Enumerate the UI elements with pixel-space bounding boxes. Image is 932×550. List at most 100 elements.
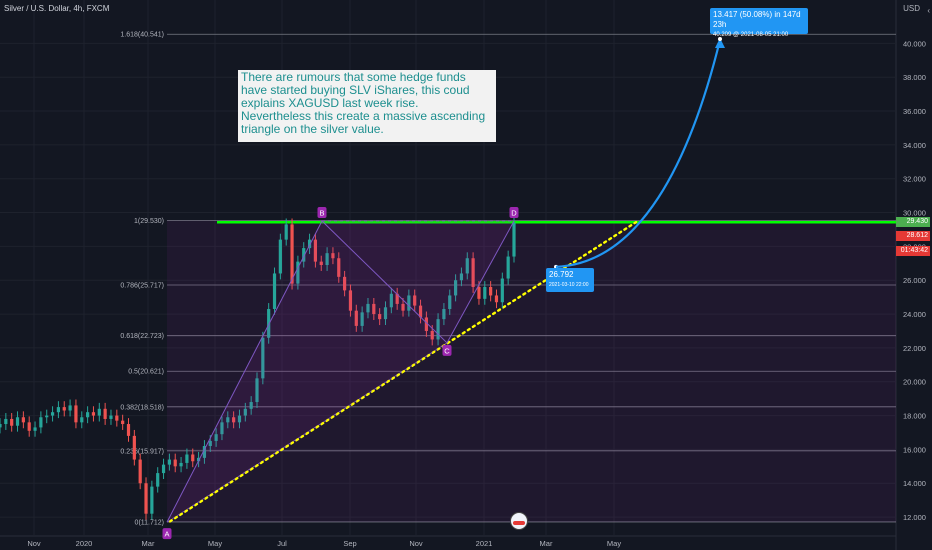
ac-dashed-line: [166, 342, 448, 523]
currency-label: USD: [903, 4, 920, 13]
fibonacci-levels: 1.618(40.541) 1(29.530) 0.786(25.717) 0.618…: [120, 32, 896, 526]
candle: [290, 218, 294, 290]
candle: [220, 416, 224, 441]
candle: [74, 399, 78, 429]
candle-body: [313, 239, 318, 262]
fib-level-label: 0(11.712): [135, 519, 164, 526]
candle: [202, 440, 207, 464]
y-tick-label: 14.000: [903, 479, 926, 488]
candle-body: [302, 248, 306, 262]
candle: [453, 274, 458, 302]
candle-body: [237, 415, 242, 423]
candle: [313, 233, 318, 268]
candle: [144, 477, 148, 520]
projection-label-line1: 13.417 (50.08%) in 147d 23h: [713, 10, 801, 29]
candle: [331, 247, 335, 265]
candle: [132, 429, 136, 466]
candle-body: [232, 417, 236, 423]
candle: [407, 289, 411, 317]
candle-body: [132, 435, 136, 460]
candle: [378, 308, 382, 326]
candle-body: [109, 415, 113, 419]
annotation-note[interactable]: There are rumours that some hedge funds …: [238, 70, 496, 142]
candle: [249, 396, 253, 415]
candle-body: [272, 273, 277, 309]
point-label-D: D: [511, 209, 517, 218]
candle-body: [337, 258, 341, 277]
candle: [465, 252, 469, 280]
candle: [278, 233, 282, 280]
candle: [389, 287, 393, 314]
candle: [267, 303, 271, 344]
y-tick-label: 32.000: [903, 175, 926, 184]
grid-lines: [0, 0, 897, 550]
candle: [459, 267, 464, 287]
candle-body: [395, 293, 399, 304]
candle-body: [56, 407, 61, 413]
axis-menu-icon[interactable]: ‹: [927, 6, 930, 15]
candle-body: [68, 405, 72, 411]
candle-body: [91, 412, 96, 416]
candle: [325, 247, 329, 271]
candle-body: [191, 454, 195, 462]
y-tick-label: 26.000: [903, 276, 926, 285]
candle-body: [86, 412, 90, 418]
candle: [15, 411, 20, 432]
x-tick-label: May: [208, 539, 222, 548]
candle: [413, 289, 417, 312]
candle: [156, 467, 160, 493]
candle-body: [80, 417, 84, 423]
candle-body: [39, 417, 43, 428]
y-tick-label: 30.000: [903, 209, 926, 218]
time-axis: Nov 2020 Mar May Jul Sep Nov 2021 Mar May: [27, 539, 621, 548]
x-tick-label: 2020: [76, 539, 93, 548]
candle: [255, 372, 259, 408]
candle-body: [424, 317, 428, 331]
fib-level-label: 0.786(25.717): [120, 283, 164, 290]
candle: [360, 306, 364, 332]
candle-body: [115, 415, 119, 421]
candle: [226, 411, 230, 429]
candle: [383, 301, 388, 326]
candle-body: [278, 239, 282, 274]
candle: [0, 418, 2, 434]
y-tick-label: 20.000: [903, 378, 926, 387]
candle-body: [220, 422, 224, 435]
candle-body: [366, 303, 370, 313]
price-badge: 29.430: [896, 217, 930, 228]
flag-icon[interactable]: [510, 512, 528, 530]
candle: [261, 331, 265, 385]
candle: [196, 451, 201, 468]
point-label-line2: 2021-03-10 22:00: [549, 282, 589, 288]
x-tick-label: Nov: [409, 539, 423, 548]
candle-body: [185, 454, 189, 463]
candle-body: [0, 424, 2, 428]
candle: [97, 402, 101, 422]
candle-body: [453, 280, 458, 296]
candle: [337, 252, 341, 283]
candle: [348, 284, 353, 317]
candle: [150, 480, 154, 520]
candle: [302, 242, 306, 268]
candle-body: [255, 378, 259, 403]
candle: [319, 255, 323, 271]
fib-zone: [167, 220, 896, 522]
candle-body: [413, 295, 417, 306]
candle-body: [401, 303, 405, 311]
candle-body: [138, 459, 142, 484]
candle: [483, 281, 487, 305]
point-label-A: A: [164, 530, 169, 539]
candle: [489, 281, 493, 302]
y-tick-label: 38.000: [903, 73, 926, 82]
candle-body: [21, 417, 25, 423]
candle-body: [407, 295, 411, 311]
candle: [471, 252, 475, 293]
candle-body: [249, 402, 253, 409]
candle-body: [226, 417, 230, 423]
candle: [418, 299, 423, 324]
candle-body: [202, 446, 207, 458]
point-label-C: C: [444, 346, 450, 355]
candle: [512, 216, 516, 263]
y-tick-label: 34.000: [903, 141, 926, 150]
